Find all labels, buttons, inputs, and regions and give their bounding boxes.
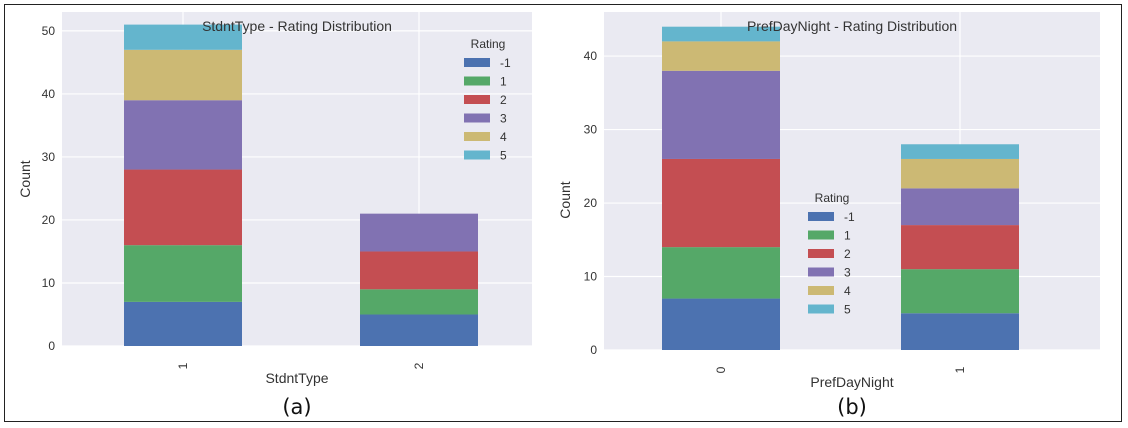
x-tick-label: 1 — [953, 366, 967, 373]
legend-swatch — [464, 113, 490, 123]
legend-swatch — [808, 267, 834, 277]
y-tick-label: 30 — [42, 150, 56, 164]
panel-label: (b) — [837, 395, 867, 419]
bar-segment — [901, 188, 1019, 226]
x-axis-label: PrefDayNight — [810, 374, 893, 390]
chart-title: PrefDayNight - Rating Distribution — [747, 18, 957, 34]
legend-label: -1 — [844, 210, 855, 224]
y-tick-label: 0 — [590, 343, 597, 357]
y-tick-label: 30 — [584, 123, 598, 137]
legend-label: 3 — [500, 112, 507, 126]
chart-stdnttype: 0 10 20 30 40 50 1 2 Rating -1 1 2 3 4 5 StdntType -… — [17, 12, 532, 419]
figure-frame — [4, 4, 1122, 422]
legend-swatch — [464, 132, 490, 141]
legend-swatch — [464, 58, 490, 67]
legend-swatch — [464, 95, 490, 104]
legend-label: 1 — [844, 229, 851, 243]
legend-label: 4 — [844, 284, 851, 298]
y-axis-label: Count — [17, 160, 33, 197]
bar-segment — [124, 301, 242, 346]
legend-swatch — [808, 249, 834, 258]
bar-segment — [662, 26, 780, 42]
y-tick-label: 10 — [42, 276, 56, 290]
legend-swatch — [464, 76, 490, 86]
x-tick-label: 2 — [412, 362, 426, 369]
bar-segment — [662, 70, 780, 159]
legend-label: 3 — [844, 266, 851, 280]
legend-label: 5 — [844, 303, 851, 317]
chart-title: StdntType - Rating Distribution — [202, 18, 392, 34]
bar-segment — [662, 158, 780, 248]
x-tick-label: 1 — [176, 362, 190, 369]
legend-label: 5 — [500, 149, 507, 163]
chart-prefdaynight: 0 10 20 30 40 0 1 Rating -1 1 2 3 4 5 PrefDayNight … — [557, 12, 1100, 419]
x-tick-label: 0 — [714, 366, 728, 373]
y-tick-label: 20 — [42, 213, 56, 227]
bar-segment — [901, 313, 1019, 350]
legend-label: 1 — [500, 75, 507, 89]
bar-segment — [901, 158, 1019, 189]
bar-segment — [124, 49, 242, 101]
y-tick-label: 20 — [584, 196, 598, 210]
x-axis-label: StdntType — [265, 370, 328, 386]
y-axis-label: Count — [557, 181, 573, 218]
y-tick-label: 40 — [584, 49, 598, 63]
bar-segment — [124, 169, 242, 246]
legend-label: -1 — [500, 56, 511, 70]
bar-segment — [901, 269, 1019, 314]
legend-title: Rating — [815, 191, 850, 205]
bar-segment — [901, 225, 1019, 270]
legend-swatch — [464, 150, 490, 160]
bar-segment — [124, 100, 242, 170]
legend-title: Rating — [471, 37, 506, 51]
legend-label: 2 — [844, 247, 851, 261]
bar-segment — [662, 247, 780, 299]
legend-label: 4 — [500, 130, 507, 144]
y-tick-label: 50 — [42, 24, 56, 38]
bar-segment — [124, 24, 242, 50]
y-tick-label: 10 — [584, 270, 598, 284]
bar-segment — [360, 213, 478, 252]
bar-segment — [901, 144, 1019, 159]
y-tick-label: 0 — [48, 339, 55, 353]
bar-segment — [662, 41, 780, 71]
bar-segment — [360, 314, 478, 346]
legend-label: 2 — [500, 93, 507, 107]
panel-label: (a) — [282, 395, 311, 419]
bar-segment — [360, 251, 478, 290]
bar-segment — [662, 298, 780, 350]
legend-swatch — [808, 286, 834, 295]
bar-segment — [360, 289, 478, 315]
legend-swatch — [808, 230, 834, 240]
y-tick-label: 40 — [42, 87, 56, 101]
legend-swatch — [808, 212, 834, 221]
legend-swatch — [808, 304, 834, 314]
bar-segment — [124, 245, 242, 302]
